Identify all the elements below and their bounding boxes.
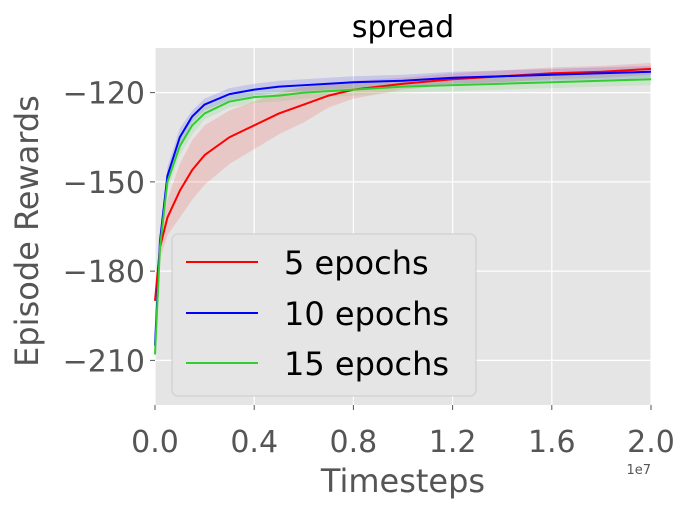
confidence-bands [155,62,651,361]
x-axis-label: Timesteps [320,462,485,500]
legend: 5 epochs 10 epochs 15 epochs [171,233,477,397]
y-tick-label: −210 [63,344,145,379]
y-tick-label: −150 [63,166,145,201]
y-tick-label: −120 [63,77,145,112]
x-tick-label: 0.0 [131,425,179,460]
legend-label-15-epochs: 15 epochs [284,345,449,383]
chart-title: spread [352,10,454,45]
series-line-10-epochs [154,70,652,346]
y-axis-label: Episode Rewards [8,95,46,367]
x-tick-label: 1.6 [528,425,576,460]
legend-label-10-epochs: 10 epochs [284,295,449,333]
legend-label-5-epochs: 5 epochs [284,244,429,282]
series-lines [154,67,652,355]
x-tick-label: 0.4 [230,425,278,460]
series-line-15-epochs [154,78,652,355]
band-5-epochs [155,62,651,307]
axis-ticks: 0.0 0.4 0.8 1.2 1.6 2.0 −120 −150 −180 −210 [63,77,675,460]
x-tick-label: 2.0 [627,425,675,460]
y-tick-label: −180 [63,255,145,290]
x-tick-label: 1.2 [429,425,477,460]
x-tick-label: 0.8 [330,425,378,460]
x-axis-offset-label: 1e7 [626,463,651,478]
legend-frame [171,233,477,397]
